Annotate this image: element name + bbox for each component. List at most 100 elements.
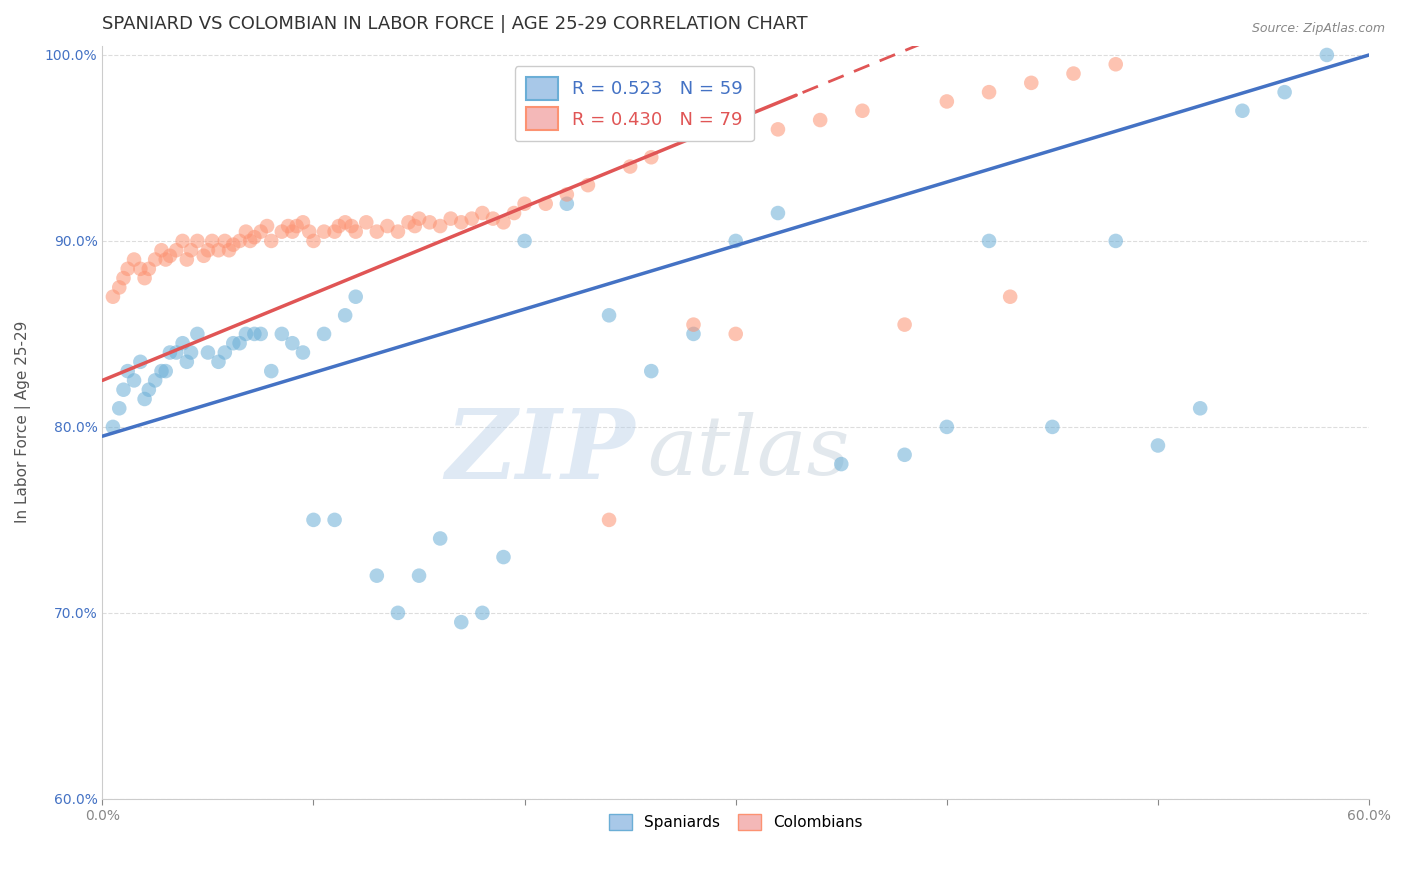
Point bbox=[935, 420, 957, 434]
Point bbox=[180, 345, 202, 359]
Point bbox=[1040, 420, 1063, 434]
Point bbox=[270, 225, 292, 239]
Point bbox=[471, 606, 494, 620]
Point bbox=[172, 336, 194, 351]
Point bbox=[408, 211, 430, 226]
Point bbox=[323, 513, 346, 527]
Point bbox=[471, 206, 494, 220]
Point bbox=[312, 326, 335, 341]
Point bbox=[122, 373, 145, 387]
Point bbox=[243, 230, 266, 244]
Point bbox=[598, 308, 620, 322]
Point bbox=[356, 215, 378, 229]
Point bbox=[291, 215, 314, 229]
Text: SPANIARD VS COLOMBIAN IN LABOR FORCE | AGE 25-29 CORRELATION CHART: SPANIARD VS COLOMBIAN IN LABOR FORCE | A… bbox=[103, 15, 808, 33]
Point bbox=[333, 308, 356, 322]
Point bbox=[281, 225, 304, 239]
Point bbox=[724, 234, 747, 248]
Point bbox=[270, 326, 292, 341]
Point bbox=[222, 336, 245, 351]
Point bbox=[492, 215, 515, 229]
Point bbox=[134, 271, 156, 285]
Point bbox=[298, 225, 321, 239]
Point bbox=[249, 225, 271, 239]
Point bbox=[598, 513, 620, 527]
Point bbox=[450, 615, 472, 629]
Point bbox=[328, 219, 350, 233]
Point bbox=[197, 244, 219, 258]
Point bbox=[312, 225, 335, 239]
Point bbox=[492, 550, 515, 565]
Point bbox=[513, 196, 536, 211]
Point bbox=[513, 234, 536, 248]
Point bbox=[555, 196, 578, 211]
Point bbox=[387, 225, 409, 239]
Point bbox=[998, 290, 1021, 304]
Legend: Spaniards, Colombians: Spaniards, Colombians bbox=[603, 808, 869, 837]
Point bbox=[977, 85, 1000, 99]
Point bbox=[440, 211, 463, 226]
Point bbox=[429, 219, 451, 233]
Point bbox=[429, 532, 451, 546]
Point bbox=[138, 383, 160, 397]
Point bbox=[344, 225, 367, 239]
Point bbox=[285, 219, 308, 233]
Point bbox=[186, 326, 208, 341]
Point bbox=[155, 252, 177, 267]
Point bbox=[214, 345, 236, 359]
Point bbox=[619, 160, 641, 174]
Point bbox=[366, 568, 388, 582]
Point bbox=[260, 364, 283, 378]
Point bbox=[243, 326, 266, 341]
Point bbox=[281, 336, 304, 351]
Text: atlas: atlas bbox=[647, 412, 849, 492]
Point bbox=[101, 420, 124, 434]
Point bbox=[724, 326, 747, 341]
Point bbox=[201, 234, 224, 248]
Point bbox=[122, 252, 145, 267]
Point bbox=[682, 326, 704, 341]
Point bbox=[398, 215, 420, 229]
Point bbox=[534, 196, 557, 211]
Point bbox=[108, 401, 131, 416]
Point bbox=[893, 318, 915, 332]
Point bbox=[138, 261, 160, 276]
Point bbox=[766, 206, 789, 220]
Point bbox=[129, 355, 152, 369]
Point bbox=[207, 355, 229, 369]
Point bbox=[101, 290, 124, 304]
Point bbox=[555, 187, 578, 202]
Point bbox=[682, 318, 704, 332]
Point bbox=[159, 249, 181, 263]
Point bbox=[228, 234, 250, 248]
Point bbox=[235, 225, 257, 239]
Point bbox=[450, 215, 472, 229]
Point bbox=[256, 219, 278, 233]
Point bbox=[155, 364, 177, 378]
Point bbox=[277, 219, 299, 233]
Point bbox=[218, 244, 240, 258]
Point bbox=[503, 206, 526, 220]
Point bbox=[893, 448, 915, 462]
Point bbox=[830, 457, 852, 471]
Point bbox=[1232, 103, 1254, 118]
Point bbox=[112, 383, 135, 397]
Point bbox=[197, 345, 219, 359]
Point bbox=[302, 513, 325, 527]
Point bbox=[108, 280, 131, 294]
Point bbox=[977, 234, 1000, 248]
Point bbox=[323, 225, 346, 239]
Point bbox=[112, 271, 135, 285]
Point bbox=[249, 326, 271, 341]
Point bbox=[150, 244, 173, 258]
Text: Source: ZipAtlas.com: Source: ZipAtlas.com bbox=[1251, 22, 1385, 36]
Point bbox=[408, 568, 430, 582]
Point bbox=[808, 113, 831, 128]
Point bbox=[180, 244, 202, 258]
Point bbox=[640, 364, 662, 378]
Point bbox=[235, 326, 257, 341]
Point bbox=[366, 225, 388, 239]
Point bbox=[1019, 76, 1042, 90]
Point bbox=[228, 336, 250, 351]
Point bbox=[576, 178, 599, 193]
